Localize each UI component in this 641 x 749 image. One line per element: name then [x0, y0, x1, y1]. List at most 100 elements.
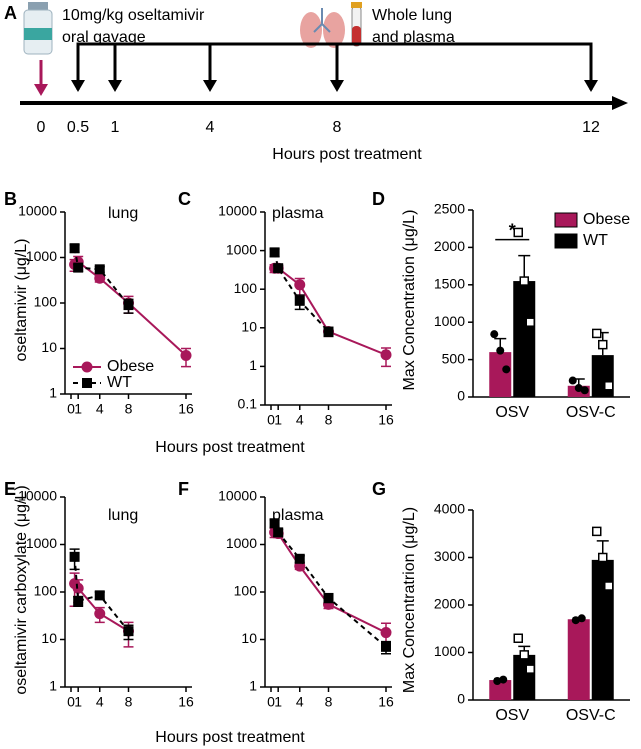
y-tick-label: 0 [457, 691, 465, 707]
panel-title: plasma [272, 507, 324, 524]
point [519, 650, 529, 660]
x-tick-label: OSV-C [566, 707, 616, 724]
x-tick-label: 0 [267, 412, 275, 428]
x-tick-label: 1 [274, 412, 282, 428]
point [294, 295, 305, 306]
point [571, 616, 580, 625]
point [574, 384, 583, 393]
sample-label: and plasma [372, 29, 455, 46]
point [73, 262, 84, 273]
point [72, 582, 84, 594]
y-tick-label: 10 [41, 339, 57, 355]
y-tick-label: 10000 [18, 488, 57, 504]
panel-letter: A [4, 3, 17, 23]
legend-label: Obese [107, 358, 154, 375]
point [294, 553, 305, 564]
y-tick-label: 1500 [434, 276, 465, 292]
point [502, 365, 511, 374]
lung-icon [300, 8, 345, 48]
legend-label: WT [107, 374, 132, 391]
significance-label: * [509, 220, 516, 240]
point [69, 243, 80, 254]
point [269, 518, 280, 529]
y-tick-label: 10000 [218, 488, 257, 504]
point [598, 339, 608, 350]
point [513, 227, 523, 238]
panel-letter: E [4, 479, 16, 499]
point [94, 264, 105, 275]
point [577, 614, 586, 623]
x-tick-label: 8 [325, 412, 333, 428]
x-tick-label: 1 [74, 694, 82, 710]
x-tick-label: 8 [325, 694, 333, 710]
timeline-label: 0 [37, 119, 46, 136]
x-tick-label: OSV [495, 707, 529, 724]
y-tick-label: 10000 [218, 203, 257, 219]
panel-title: lung [108, 205, 138, 222]
panel-letter: D [372, 189, 385, 209]
point [490, 330, 499, 339]
y-tick-label: 1000 [434, 643, 465, 659]
legend-marker [82, 378, 92, 388]
sample-label: Whole lung [372, 7, 452, 24]
y-tick-label: 1 [249, 357, 257, 373]
y-axis-label: oseltamivir carboxylate (μg/L) [13, 485, 30, 694]
point [519, 276, 529, 286]
series-line [274, 267, 387, 356]
y-tick-label: 100 [34, 583, 58, 599]
x-axis-label: Hours post treatment [155, 729, 305, 746]
panel-title: plasma [272, 205, 324, 222]
point [294, 279, 306, 291]
series-line [73, 248, 130, 306]
x-axis-label: Hours post treatment [155, 439, 305, 456]
y-tick-label: 10000 [18, 203, 57, 219]
point [123, 300, 134, 311]
timeline-label: 12 [582, 119, 600, 136]
y-tick-label: 1 [49, 385, 57, 401]
y-tick-label: 1000 [434, 313, 465, 329]
point [323, 326, 334, 337]
point [513, 633, 523, 643]
y-tick-label: 100 [234, 583, 258, 599]
point [525, 317, 535, 327]
point [380, 627, 392, 639]
legend-swatch [554, 233, 578, 249]
point [496, 346, 505, 355]
bar [489, 680, 512, 700]
timeline-arrow [612, 96, 628, 110]
point [273, 527, 284, 538]
dose-label: 10mg/kg oseltamivir [62, 7, 205, 24]
panel-letter: B [4, 189, 17, 209]
point [380, 349, 392, 361]
y-tick-label: 100 [34, 294, 58, 310]
arrow-head [330, 80, 344, 92]
timeline-label: 4 [206, 119, 215, 136]
point [123, 626, 134, 637]
point [94, 272, 106, 284]
y-tick-label: 2000 [434, 596, 465, 612]
point [269, 247, 280, 258]
y-tick-label: 2500 [434, 201, 465, 217]
point [525, 664, 535, 674]
panel-letter: G [372, 479, 386, 499]
y-tick-label: 3000 [434, 548, 465, 564]
x-tick-label: 4 [96, 694, 104, 710]
x-tick-label: 0 [267, 694, 275, 710]
x-tick-label: 16 [178, 401, 194, 417]
x-tick-label: 16 [378, 694, 394, 710]
y-tick-label: 1 [49, 678, 57, 694]
panel-title: lung [108, 507, 138, 524]
timeline-label: 0.5 [67, 119, 89, 136]
sampling-bracket [76, 42, 593, 90]
tube-icon [351, 2, 362, 47]
y-tick-label: 500 [442, 350, 466, 366]
y-tick-label: 10 [241, 319, 257, 335]
x-tick-label: 16 [378, 412, 394, 428]
point [94, 590, 105, 601]
point [493, 677, 502, 685]
bar [489, 352, 512, 397]
y-axis-label: oseltamivir (μg/L) [13, 238, 30, 361]
y-tick-label: 1000 [26, 535, 57, 551]
arrow-head [108, 80, 122, 92]
y-tick-label: 0.1 [238, 396, 258, 412]
